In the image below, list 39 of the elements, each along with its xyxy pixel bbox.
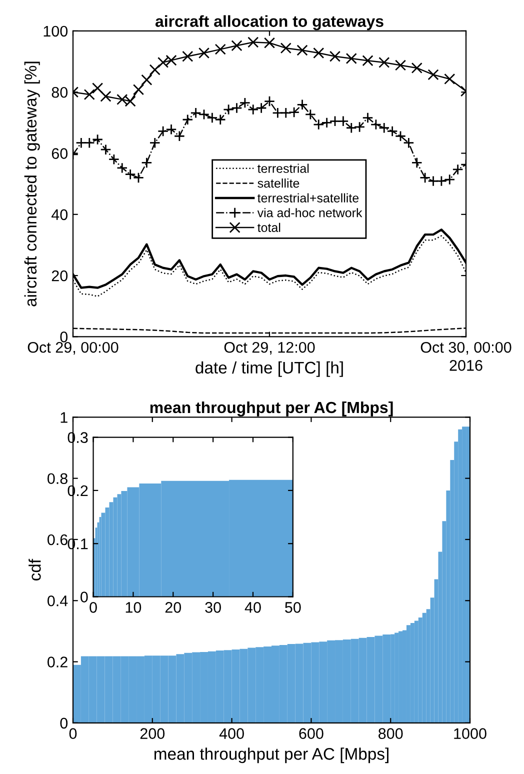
chart-title: aircraft allocation to gateways xyxy=(155,15,384,30)
x-tick-label: 1000 xyxy=(454,728,486,739)
legend-label: via ad-hoc network xyxy=(257,208,362,218)
x-axis-title: mean throughput per AC [Mbps] xyxy=(154,748,388,764)
legend-label: terrestrial+satellite xyxy=(258,193,359,202)
x-tick-label: 20 xyxy=(165,602,182,613)
y-tick-label: 100 xyxy=(44,26,68,37)
x-tick-label: 30 xyxy=(205,602,221,613)
legend-label: total xyxy=(258,222,280,232)
chart-title: mean throughput per AC [Mbps] xyxy=(150,401,393,416)
y-tick-label: 0.6 xyxy=(48,534,68,546)
legend-label: terrestrial xyxy=(258,164,309,173)
y-tick-label: 0 xyxy=(60,332,68,342)
x-tick-label: 0 xyxy=(90,602,97,613)
x-tick-label: Oct 30, 00:00 xyxy=(420,342,512,355)
legend-label: satellite xyxy=(258,178,300,188)
y-tick-label: 40 xyxy=(52,209,68,220)
y-axis-title: aircraft connected to gateway [%] xyxy=(24,62,40,306)
y-tick-label: 0.2 xyxy=(48,656,68,668)
x-tick-label: 40 xyxy=(244,602,261,613)
y-tick-label: 0 xyxy=(60,718,68,729)
y-tick-label: 20 xyxy=(52,270,68,282)
x-tick-label: Oct 29, 12:00 xyxy=(224,342,315,355)
y-tick-label: 1 xyxy=(60,412,68,423)
y-tick-label: 0.4 xyxy=(48,595,68,606)
x-tick-label: 50 xyxy=(285,602,301,613)
x-tick-label: 800 xyxy=(378,728,403,739)
x-tick-label: 200 xyxy=(140,728,165,739)
x-tick-label: 400 xyxy=(219,728,244,739)
y-tick-label: 0 xyxy=(80,592,88,602)
y-tick-label: 80 xyxy=(52,86,68,98)
x-tick-label: 10 xyxy=(126,602,142,613)
y-tick-label: 0.8 xyxy=(48,473,68,484)
text: 2016 xyxy=(450,360,482,371)
y-tick-label: 60 xyxy=(52,148,68,159)
y-axis-title: cdf xyxy=(28,558,41,580)
x-axis-title: date / time [UTC] [h] xyxy=(196,361,343,377)
x-tick-label: 600 xyxy=(299,728,324,739)
x-tick-label: Oct 29, 00:00 xyxy=(28,342,118,355)
